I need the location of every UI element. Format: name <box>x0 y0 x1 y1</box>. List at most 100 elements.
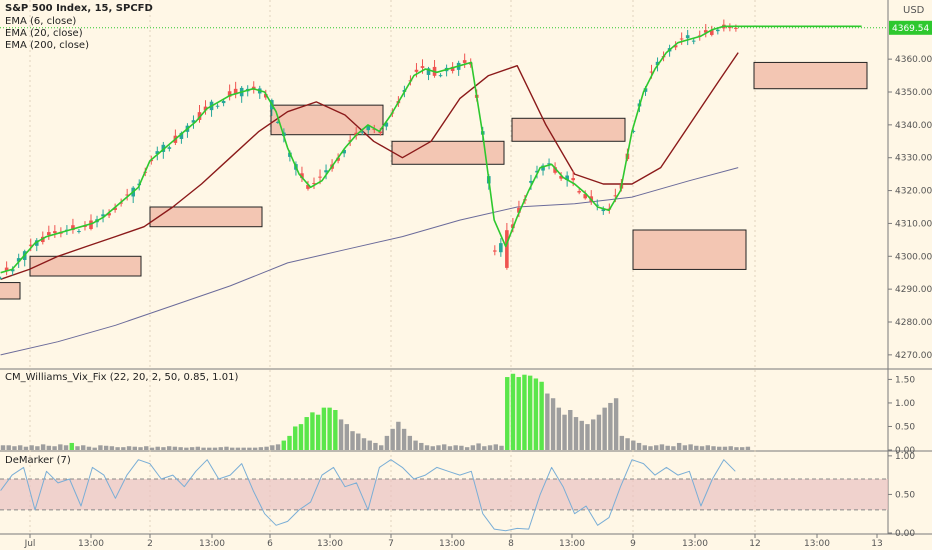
vixfix-bar <box>212 447 218 450</box>
legend-ema20[interactable]: EMA (20, close) <box>5 28 83 39</box>
candle-body <box>203 106 208 111</box>
vixfix-bar <box>132 446 137 450</box>
vixfix-bar <box>155 446 160 450</box>
vixfix-bar <box>413 440 418 450</box>
vixfix-bar <box>6 445 11 450</box>
candle-body <box>107 213 111 216</box>
legend-ema200[interactable]: EMA (200, close) <box>5 40 89 51</box>
vixfix-bar <box>58 444 63 450</box>
vixfix-bar <box>631 440 636 450</box>
vix-tick-label: 1.50 <box>895 375 915 385</box>
vixfix-bar <box>453 445 458 450</box>
price-tick-label: 4280.00 <box>895 318 932 328</box>
vixfix-bar <box>144 446 149 450</box>
legend-demarker[interactable]: DeMarker (7) <box>5 455 71 466</box>
vixfix-bar <box>161 447 166 450</box>
ema200-line <box>0 167 739 356</box>
vixfix-bar <box>717 446 722 450</box>
vixfix-bar <box>522 374 527 450</box>
vixfix-bar <box>407 435 413 450</box>
vixfix-bar <box>189 447 195 450</box>
candle-body <box>366 126 371 131</box>
time-tick-label: 7 <box>388 539 394 549</box>
demarker-band <box>0 479 888 510</box>
vixfix-bar <box>550 398 556 450</box>
time-tick-label: Jul <box>24 539 36 549</box>
vixfix-bar <box>527 375 533 450</box>
candle-body <box>318 176 322 178</box>
supply-demand-zone <box>391 140 505 165</box>
candle-body <box>517 207 521 213</box>
candle-body <box>179 132 184 139</box>
vixfix-bar <box>671 446 676 450</box>
time-tick-label: 2 <box>147 539 153 549</box>
price-tick-label: 4350.00 <box>895 88 932 98</box>
price-tick-label: 4360.00 <box>895 55 932 65</box>
vixfix-bar <box>350 431 355 450</box>
vixfix-bar <box>29 445 34 450</box>
vixfix-bar <box>442 444 447 450</box>
vixfix-bar <box>573 417 579 450</box>
candle-body <box>462 60 467 63</box>
vixfix-bar <box>734 447 739 450</box>
vixfix-bar <box>184 447 189 450</box>
price-tick-label: 4320.00 <box>895 187 932 197</box>
candle-body <box>673 45 678 48</box>
vixfix-bar <box>642 445 647 450</box>
vixfix-bar <box>75 446 80 450</box>
supply-demand-zone <box>270 104 384 136</box>
candle-body <box>300 173 304 179</box>
vixfix-bar <box>121 447 126 450</box>
candle-body <box>649 71 654 73</box>
vixfix-bar <box>98 445 103 450</box>
vixfix-bar <box>711 446 716 450</box>
candle-body <box>276 121 280 123</box>
vixfix-bar <box>103 445 109 450</box>
candle-body <box>553 167 557 173</box>
demarker-tick-label: 1.00 <box>895 452 915 462</box>
candle-body <box>565 175 569 181</box>
time-tick-label: 13:00 <box>559 539 585 549</box>
ema6-line <box>0 25 862 274</box>
vixfix-bar <box>482 446 487 450</box>
candle-body <box>493 250 497 252</box>
supply-demand-zone <box>511 117 626 142</box>
candle-body <box>535 170 539 173</box>
time-tick-label: 13:00 <box>804 539 830 549</box>
legend-ema6[interactable]: EMA (6, close) <box>5 16 77 27</box>
candle-body <box>601 209 606 212</box>
vixfix-bar <box>327 407 332 450</box>
candle-body <box>263 94 268 98</box>
candle-body <box>631 130 636 132</box>
vixfix-bar <box>510 373 516 450</box>
candle-body <box>547 163 551 165</box>
vixfix-bar <box>682 445 688 450</box>
candle-body <box>336 157 340 161</box>
candle-body <box>685 35 690 39</box>
vixfix-bar <box>608 402 613 450</box>
vixfix-bar <box>218 447 223 450</box>
vixfix-bar <box>694 445 699 450</box>
vixfix-bar <box>138 447 143 450</box>
candle-body <box>691 40 696 42</box>
candle-body <box>420 66 425 68</box>
vixfix-bar <box>728 446 733 450</box>
vixfix-bar <box>464 447 470 450</box>
vixfix-bar <box>602 407 607 450</box>
vixfix-bar <box>52 446 57 450</box>
vixfix-bar <box>459 445 464 450</box>
vixfix-bar <box>149 447 155 450</box>
vixfix-bar <box>636 442 642 450</box>
vixfix-bar <box>384 435 390 450</box>
vixfix-bar <box>275 444 281 450</box>
vixfix-bar <box>166 446 172 450</box>
legend-vixfix[interactable]: CM_Williams_Vix_Fix (22, 20, 2, 50, 0.85… <box>5 372 239 383</box>
vixfix-bar <box>419 442 424 450</box>
candle-body <box>716 29 720 32</box>
candle-body <box>414 69 419 72</box>
vixfix-bar <box>676 442 682 450</box>
demarker-tick-label: 0.50 <box>895 490 915 500</box>
vixfix-bar <box>499 445 504 450</box>
